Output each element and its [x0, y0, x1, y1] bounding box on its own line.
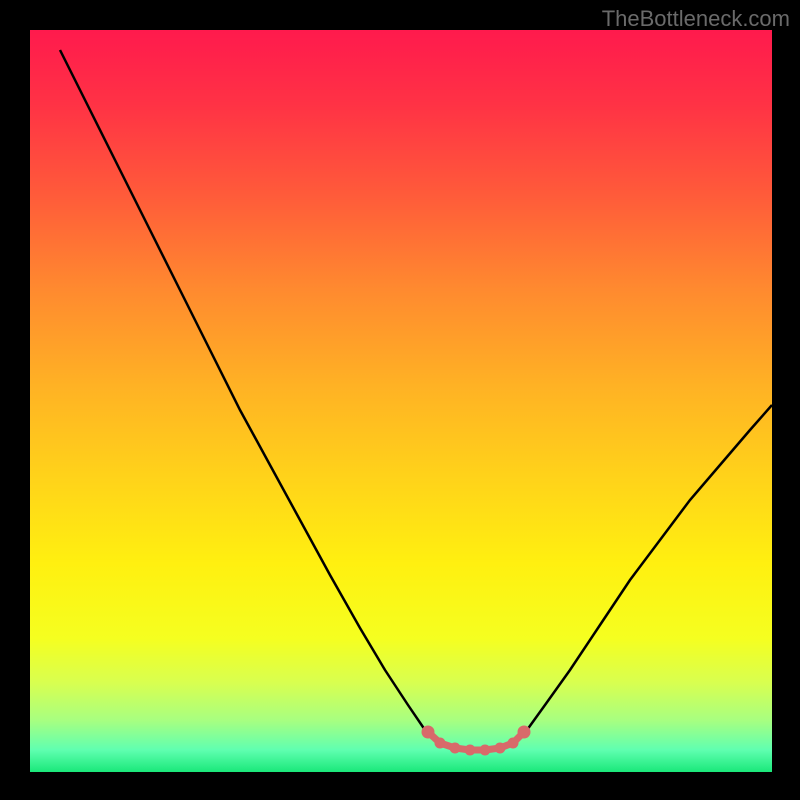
left-curve	[60, 50, 425, 730]
right-curve	[527, 405, 772, 730]
plot-area	[30, 30, 772, 772]
chart-canvas: TheBottleneck.com	[0, 0, 800, 800]
curve-overlay	[30, 30, 772, 772]
watermark-text: TheBottleneck.com	[602, 6, 790, 32]
